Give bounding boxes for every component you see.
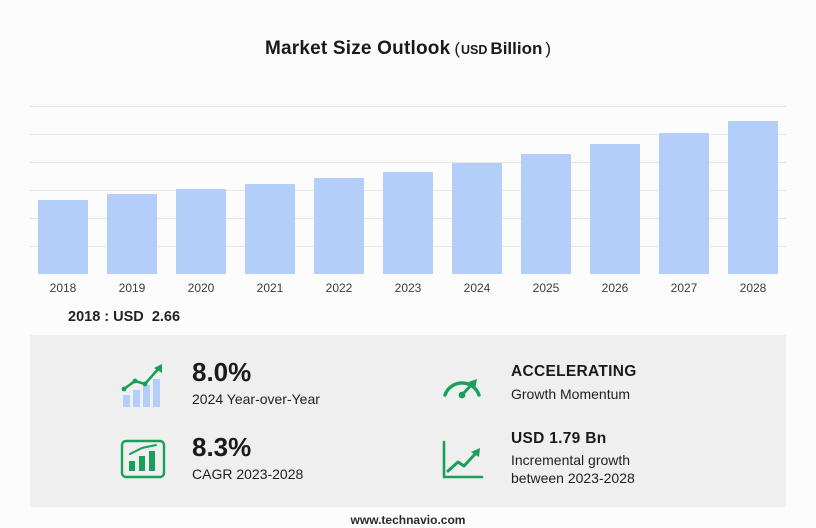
bar-2027 [659, 133, 709, 274]
stats-panel: 8.0% 2024 Year-over-Year ACCELERATING Gr… [30, 335, 786, 507]
x-tick-label-2025: 2025 [532, 281, 560, 295]
start-value-annotation: 2018 : USD 2.66 [68, 309, 181, 325]
x-axis-labels: 2018 2019 2020 2021 2022 2023 2024 2025 2026 2027… [30, 281, 786, 295]
x-tick-label-2021: 2021 [256, 281, 284, 295]
bar-2028 [728, 121, 778, 274]
x-tick-label-2018: 2018 [49, 281, 77, 295]
bar-2026 [590, 143, 640, 274]
title-main: Market Size Outlook [264, 38, 451, 59]
cagr-value: 8.3% [192, 432, 252, 463]
stat-cagr: 8.3% CAGR 2023-2028 [118, 424, 437, 493]
gauge-icon [443, 378, 481, 398]
incremental-caption: Incremental growth between 2023-2028 [511, 452, 635, 486]
x-tick-label-2022: 2022 [325, 281, 353, 295]
momentum-caption: Growth Momentum [511, 386, 631, 403]
yoy-caption: 2024 Year-over-Year [192, 391, 320, 408]
bar-2021 [245, 183, 295, 274]
x-tick-label-2019: 2019 [118, 281, 146, 295]
bar-2019 [107, 194, 157, 274]
bar-2018 [38, 199, 88, 274]
page-title: Market Size Outlook (USD Billion) [0, 0, 816, 60]
yoy-value: 8.0% [192, 357, 252, 388]
bar-chart: 2018 2019 2020 2021 2022 2023 2024 2025 2026 2027… [30, 106, 786, 295]
bar-2023 [383, 171, 433, 274]
incremental-line-arrow-icon [442, 440, 484, 478]
x-tick-label-2023: 2023 [394, 281, 422, 295]
x-tick-label-2024: 2024 [463, 281, 491, 295]
x-tick-label-2020: 2020 [187, 281, 215, 295]
bar-2024 [452, 163, 502, 274]
yoy-bars-arrow-icon [121, 363, 162, 407]
cagr-caption: CAGR 2023-2028 [192, 466, 304, 483]
x-tick-label-2028: 2028 [739, 281, 767, 295]
x-tick-label-2026: 2026 [601, 281, 629, 295]
momentum-value: ACCELERATING [511, 363, 637, 381]
bar-plot [30, 106, 786, 274]
title-currency: USD [461, 43, 488, 57]
title-paren-close: ) [545, 39, 552, 58]
stat-incremental-growth: USD 1.79 Bn Incremental growth between 2… [437, 424, 756, 493]
incremental-value: USD 1.79 Bn [511, 429, 607, 447]
footer-url: www.technavio.com [350, 513, 466, 527]
bar-2025 [521, 153, 571, 274]
stat-yoy-growth: 8.0% 2024 Year-over-Year [118, 349, 437, 418]
x-tick-label-2027: 2027 [670, 281, 698, 295]
title-paren-open: ( [454, 39, 461, 58]
title-unit: Billion [490, 39, 543, 58]
cagr-chart-box-icon [120, 439, 166, 478]
stat-growth-momentum: ACCELERATING Growth Momentum [437, 349, 756, 418]
bar-2020 [176, 189, 226, 274]
bar-2022 [314, 177, 364, 274]
